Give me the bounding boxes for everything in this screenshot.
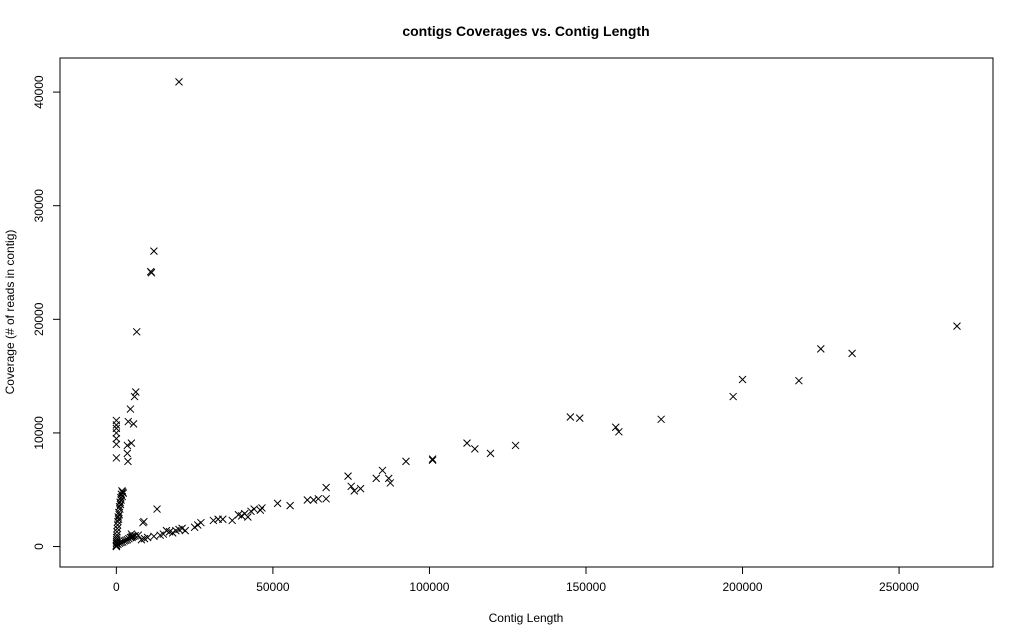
data-point (848, 349, 856, 358)
data-points (112, 78, 961, 551)
data-point (112, 454, 121, 462)
data-point (237, 512, 246, 520)
y-tick-label: 20000 (32, 302, 46, 336)
data-point (126, 405, 135, 413)
data-point (143, 533, 152, 542)
data-point (197, 518, 205, 527)
data-point (795, 376, 803, 385)
data-point (350, 487, 359, 495)
data-point (322, 494, 330, 503)
data-point (128, 532, 136, 541)
data-point (953, 322, 961, 330)
data-point (134, 531, 143, 540)
data-point (112, 440, 121, 449)
y-tick-label: 0 (32, 543, 46, 550)
y-tick-label: 30000 (32, 189, 46, 223)
x-axis-label: Contig Length (489, 611, 564, 625)
data-point (378, 466, 387, 475)
data-point (286, 501, 294, 510)
data-point (250, 505, 258, 513)
data-point (486, 449, 495, 458)
data-point (228, 516, 237, 525)
data-point (402, 457, 410, 466)
data-point (322, 483, 330, 492)
data-point (384, 474, 393, 483)
data-point (123, 449, 132, 458)
data-point (168, 529, 177, 537)
data-point (356, 484, 365, 493)
data-point (150, 247, 158, 256)
x-tick-label: 100000 (409, 580, 449, 594)
data-point (129, 419, 138, 428)
data-point (575, 414, 584, 423)
x-tick-label: 200000 (723, 580, 763, 594)
data-point (611, 423, 620, 432)
data-point (129, 532, 138, 541)
data-point (273, 499, 282, 508)
data-point (738, 375, 747, 384)
chart-title: contigs Coverages vs. Contig Length (402, 23, 649, 39)
y-axis: 0 10000 20000 30000 40000 (32, 75, 61, 550)
data-point (181, 526, 190, 535)
data-point (615, 427, 623, 436)
x-axis: 0 50000 100000 150000 200000 250000 (113, 566, 919, 594)
data-point (112, 429, 121, 437)
data-point (347, 482, 356, 491)
data-point (309, 496, 318, 504)
data-point (124, 457, 132, 466)
data-point (372, 474, 381, 483)
data-point (511, 441, 520, 450)
data-point (153, 505, 161, 513)
data-point (190, 523, 199, 532)
data-point (816, 345, 825, 353)
data-point (112, 434, 121, 443)
data-point (258, 504, 266, 512)
data-point (131, 388, 140, 396)
y-tick-label: 10000 (32, 416, 46, 450)
data-point (147, 268, 156, 277)
data-point (428, 456, 437, 465)
data-point (127, 439, 136, 448)
data-point (112, 539, 121, 548)
data-point (123, 441, 132, 450)
data-point (178, 524, 186, 533)
data-point (470, 444, 479, 453)
data-point (124, 417, 133, 426)
x-tick-label: 250000 (879, 580, 919, 594)
x-tick-label: 150000 (566, 580, 606, 594)
data-point (132, 327, 141, 336)
data-point (729, 392, 737, 401)
data-point (566, 413, 575, 421)
data-point (386, 479, 395, 487)
data-point (209, 516, 218, 525)
data-point (112, 421, 121, 429)
data-point (303, 496, 312, 504)
data-point (114, 517, 122, 526)
data-point (657, 415, 665, 424)
data-point (113, 524, 122, 533)
x-tick-label: 50000 (256, 580, 290, 594)
data-point (193, 521, 202, 529)
data-point (130, 392, 139, 401)
y-tick-label: 40000 (32, 75, 46, 109)
data-point (344, 472, 352, 480)
y-axis-label: Coverage (# of reads in contig) (3, 230, 17, 395)
data-point (114, 515, 123, 524)
data-point (140, 517, 148, 526)
data-point (150, 532, 158, 541)
data-point (247, 507, 255, 516)
data-point (463, 439, 471, 448)
data-point (218, 515, 227, 524)
data-point (428, 455, 437, 463)
data-point (314, 494, 323, 503)
x-tick-label: 0 (113, 580, 120, 594)
data-point (243, 513, 252, 521)
plot-frame (59, 57, 994, 568)
data-point (175, 78, 183, 86)
